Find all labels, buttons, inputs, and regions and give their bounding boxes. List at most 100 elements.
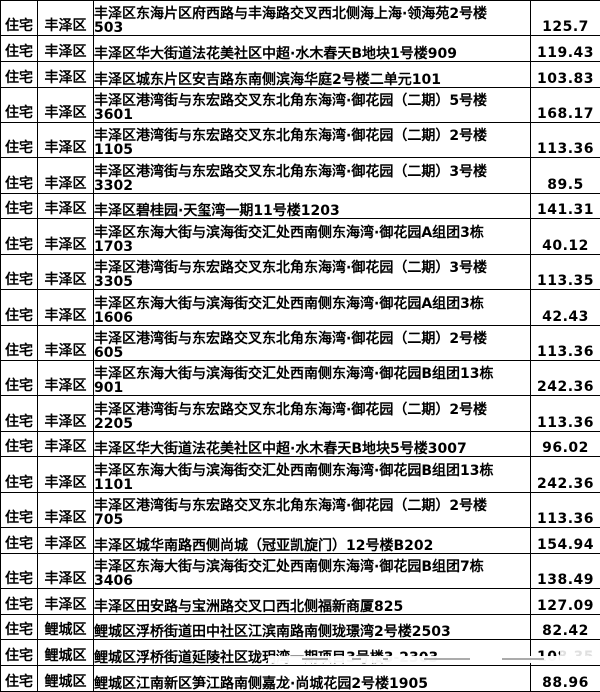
address-cell: 丰泽区东海大街与滨海街交汇处西南侧东海湾·御花园B组团7栋 3406 [93, 552, 531, 590]
district-cell: 鲤城区 [37, 639, 94, 667]
address-cell: 丰泽区港湾街与东宏路交叉东北角东海湾·御花园（二期）2号楼 2205 [93, 395, 531, 432]
table-row: 住宅 丰泽区 丰泽区港湾街与东宏路交叉东北角东海湾·御花园（二期）2号楼 110… [0, 122, 600, 159]
watermark-dash [383, 658, 388, 660]
address-line1: 丰泽区华大街道法花美社区中超·水木春天B地块1号楼909 [94, 46, 457, 62]
address-line1: 丰泽区港湾街与东宏路交叉东北角东海湾·御花园（二期）2号楼 [94, 128, 488, 145]
property-type-cell: 住宅 [0, 157, 38, 194]
address-line2: 1105 [94, 142, 133, 158]
table-row: 住宅 丰泽区 丰泽区港湾街与东宏路交叉东北角东海湾·御花园（二期）2号楼 605… [0, 324, 600, 362]
table-row: 住宅 丰泽区 丰泽区碧桂园·天玺湾一期11号楼1203 141.31 [0, 192, 600, 220]
address-line1: 丰泽区城华南路西侧尚城（冠亚凯旋门）12号楼B202 [94, 537, 434, 554]
watermark-dash [502, 658, 544, 660]
table-row: 住宅 丰泽区 丰泽区东海大街与滨海街交汇处西南侧东海湾·御花园B组团13栋 90… [0, 359, 600, 397]
property-type-cell: 住宅 [0, 613, 38, 641]
address-cell: 丰泽区东海大街与滨海街交汇处西南侧东海湾·御花园A组团3栋 1703 [93, 218, 531, 255]
area-value-cell: 113.36 [530, 324, 600, 362]
table-row: 住宅 鲤城区 鲤城区江南新区笋江路南侧嘉龙·尚城花园2号楼1905 88.96 [0, 665, 600, 692]
district-cell: 丰泽区 [37, 359, 94, 397]
address-line1: 丰泽区东海片区府西路与丰海路交叉西北侧海上海·领海苑2号楼 [94, 6, 488, 23]
district-cell: 鲤城区 [37, 665, 94, 692]
district-cell: 丰泽区 [37, 395, 94, 432]
address-line1: 丰泽区东海大街与滨海街交汇处西南侧东海湾·御花园B组团7栋 [94, 559, 484, 576]
property-type-cell: 住宅 [0, 192, 38, 220]
district-cell: 丰泽区 [37, 192, 94, 220]
district-cell: 丰泽区 [37, 289, 94, 326]
property-type-cell: 住宅 [0, 395, 38, 432]
address-line1: 丰泽区港湾街与东宏路交叉东北角东海湾·御花园（二期）3号楼 [94, 260, 488, 277]
address-line1: 丰泽区港湾街与东宏路交叉东北角东海湾·御花园（二期）2号楼 [94, 401, 488, 418]
district-cell: 丰泽区 [37, 456, 94, 493]
address-cell: 丰泽区东海片区府西路与丰海路交叉西北侧海上海·领海苑2号楼 503 [93, 0, 531, 37]
address-line1: 丰泽区碧桂园·天玺湾一期11号楼1203 [94, 203, 340, 219]
property-type-cell: 住宅 [0, 588, 38, 615]
address-cell: 丰泽区东海大街与滨海街交汇处西南侧东海湾·御花园B组团13栋 1101 [93, 456, 531, 493]
district-cell: 丰泽区 [37, 218, 94, 255]
address-line2: 3601 [94, 107, 133, 123]
district-cell: 鲤城区 [37, 613, 94, 641]
area-value-cell: 113.35 [530, 253, 600, 291]
area-value-cell: 242.36 [530, 359, 600, 397]
address-line2: 901 [94, 380, 124, 396]
address-line1: 丰泽区华大街道法花美社区中超·水木春天B地块5号楼3007 [94, 441, 467, 457]
property-type-cell: 住宅 [0, 665, 38, 692]
table-row: 住宅 丰泽区 丰泽区东海大街与滨海街交汇处西南侧东海湾·御花园B组团7栋 340… [0, 552, 600, 590]
table-row: 住宅 鲤城区 鲤城区浮桥街道田中社区江滨南路南侧珑璟湾2号楼2503 82.42 [0, 613, 600, 641]
table-row: 住宅 丰泽区 丰泽区东海大街与滨海街交汇处西南侧东海湾·御花园A组团3栋 160… [0, 289, 600, 326]
watermark-blob-over-area-value [560, 644, 600, 663]
address-line2: 605 [94, 345, 124, 361]
property-type-cell: 住宅 [0, 527, 38, 554]
watermark-dash [302, 658, 328, 660]
area-value-cell: 113.36 [530, 395, 600, 432]
address-cell: 丰泽区城华南路西侧尚城（冠亚凯旋门）12号楼B202 [93, 527, 531, 554]
area-value-cell: 89.5 [530, 157, 600, 194]
table-row: 住宅 丰泽区 丰泽区港湾街与东宏路交叉东北角东海湾·御花园（二期）3号楼 330… [0, 157, 600, 194]
property-type-cell: 住宅 [0, 639, 38, 667]
address-cell: 丰泽区港湾街与东宏路交叉东北角东海湾·御花园（二期）2号楼 605 [93, 324, 531, 362]
table-row: 住宅 丰泽区 丰泽区东海大街与滨海街交汇处西南侧东海湾·御花园B组团13栋 11… [0, 456, 600, 493]
address-cell: 鲤城区江南新区笋江路南侧嘉龙·尚城花园2号楼1905 [93, 665, 531, 692]
area-value-cell: 119.43 [530, 35, 600, 63]
address-line1: 丰泽区港湾街与东宏路交叉东北角东海湾·御花园（二期）5号楼 [94, 93, 488, 110]
area-value-cell: 96.02 [530, 430, 600, 458]
area-value-cell: 82.42 [530, 613, 600, 641]
table-row: 住宅 丰泽区 丰泽区华大街道法花美社区中超·水木春天B地块1号楼909 119.… [0, 35, 600, 63]
district-cell: 丰泽区 [37, 86, 94, 124]
area-value-cell: 42.43 [530, 289, 600, 326]
area-value-cell: 113.36 [530, 122, 600, 159]
area-value-cell: 40.12 [530, 218, 600, 255]
district-cell: 丰泽区 [37, 527, 94, 554]
address-line2: 3305 [94, 274, 133, 290]
area-value-cell: 242.36 [530, 456, 600, 493]
address-line1: 丰泽区东海大街与滨海街交汇处西南侧东海湾·御花园B组团13栋 [94, 366, 494, 383]
property-type-cell: 住宅 [0, 0, 38, 37]
address-cell: 丰泽区港湾街与东宏路交叉东北角东海湾·御花园（二期）3号楼 3305 [93, 253, 531, 291]
address-cell: 丰泽区港湾街与东宏路交叉东北角东海湾·御花园（二期）2号楼 705 [93, 491, 531, 529]
address-line2: 1606 [94, 309, 133, 326]
address-line1: 丰泽区港湾街与东宏路交叉东北角东海湾·御花园（二期）2号楼 [94, 331, 488, 347]
area-value-cell: 141.31 [530, 192, 600, 220]
address-cell: 丰泽区港湾街与东宏路交叉东北角东海湾·御花园（二期）5号楼 3601 [93, 86, 531, 124]
address-cell: 丰泽区碧桂园·天玺湾一期11号楼1203 [93, 192, 531, 220]
area-value-cell: 154.94 [530, 527, 600, 554]
table-row: 住宅 丰泽区 丰泽区港湾街与东宏路交叉东北角东海湾·御花园（二期）5号楼 360… [0, 86, 600, 124]
property-type-cell: 住宅 [0, 218, 38, 255]
area-value-cell: 168.17 [530, 86, 600, 124]
district-cell: 丰泽区 [37, 324, 94, 362]
address-line2: 3406 [94, 573, 133, 589]
address-line2: 503 [94, 20, 124, 36]
district-cell: 丰泽区 [37, 430, 94, 458]
area-value-cell: 88.96 [530, 665, 600, 692]
table-row: 住宅 丰泽区 丰泽区东海片区府西路与丰海路交叉西北侧海上海·领海苑2号楼 503… [0, 0, 600, 37]
property-type-cell: 住宅 [0, 456, 38, 493]
table-row: 住宅 丰泽区 丰泽区东海大街与滨海街交汇处西南侧东海湾·御花园A组团3栋 170… [0, 218, 600, 255]
area-value-cell: 113.36 [530, 491, 600, 529]
address-line1: 丰泽区东海大街与滨海街交汇处西南侧东海湾·御花园B组团13栋 [94, 462, 494, 479]
address-cell: 丰泽区港湾街与东宏路交叉东北角东海湾·御花园（二期）3号楼 3302 [93, 157, 531, 194]
property-type-cell: 住宅 [0, 430, 38, 458]
address-line1: 丰泽区港湾街与东宏路交叉东北角东海湾·御花园（二期）3号楼 [94, 163, 488, 180]
district-cell: 丰泽区 [37, 588, 94, 615]
property-type-cell: 住宅 [0, 552, 38, 590]
table-row: 住宅 丰泽区 丰泽区港湾街与东宏路交叉东北角东海湾·御花园（二期）3号楼 330… [0, 253, 600, 291]
address-cell: 丰泽区华大街道法花美社区中超·水木春天B地块5号楼3007 [93, 430, 531, 458]
